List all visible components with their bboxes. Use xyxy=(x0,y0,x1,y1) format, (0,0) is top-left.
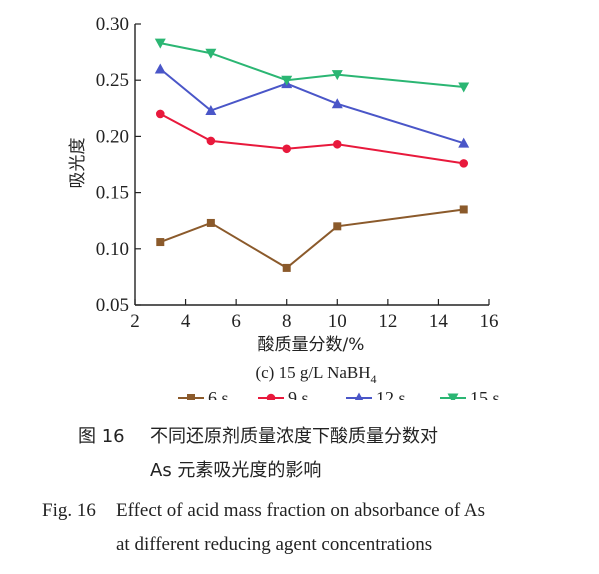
legend-label: 12 s xyxy=(376,388,406,400)
caption-en-line1: Effect of acid mass fraction on absorban… xyxy=(116,500,485,521)
y-tick-label: 0.10 xyxy=(96,239,129,260)
x-tick-label: 16 xyxy=(480,311,499,332)
series-line xyxy=(159,208,464,270)
x-tick-label: 8 xyxy=(282,311,292,332)
data-point xyxy=(458,82,470,93)
legend-swatch-marker xyxy=(447,393,459,400)
data-point xyxy=(205,48,217,59)
data-point xyxy=(282,263,291,272)
x-tick-label: 10 xyxy=(328,311,347,332)
x-tick-label: 2 xyxy=(130,311,140,332)
data-point xyxy=(332,139,342,149)
chart-axes: 0.05 0.10 0.15 0.20 0.25 0.30 2 4 6 8 10 12 14 16 xyxy=(96,14,499,332)
data-point xyxy=(155,109,165,119)
x-tick-label: 4 xyxy=(181,311,191,332)
y-tick-label: 0.05 xyxy=(96,295,129,316)
data-point xyxy=(206,218,215,227)
caption-en-label: Fig. 16 xyxy=(42,500,96,521)
chart-series xyxy=(154,38,470,272)
legend-label: 15 s xyxy=(470,388,500,400)
data-point xyxy=(281,75,293,86)
y-tick-label: 0.20 xyxy=(96,126,129,147)
x-axis-title: 酸质量分数/% xyxy=(258,335,365,355)
caption-cn-line1: 不同还原剂质量浓度下酸质量分数对 xyxy=(150,426,438,447)
legend-swatch-marker xyxy=(354,392,364,400)
data-point xyxy=(154,38,166,49)
data-point xyxy=(206,136,216,146)
x-tick-label: 12 xyxy=(378,311,397,332)
data-point xyxy=(331,70,343,81)
series-4 xyxy=(154,38,470,93)
caption-cn-label: 图 16 xyxy=(78,426,125,447)
chart-legend: 6 s 9 s 12 s 15 s xyxy=(178,388,500,400)
data-point xyxy=(458,137,470,148)
x-tick-label: 14 xyxy=(429,311,449,332)
y-tick-label: 0.15 xyxy=(96,183,129,204)
x-tick-label: 6 xyxy=(231,311,241,332)
chart-subcaption: (c) 15 g/L NaBH4 xyxy=(255,363,376,386)
legend-item: 12 s xyxy=(346,388,406,400)
series-line xyxy=(159,68,465,145)
data-point xyxy=(205,105,217,116)
series-line xyxy=(159,113,464,165)
y-tick-label: 0.25 xyxy=(96,70,129,91)
legend-item: 15 s xyxy=(440,388,500,400)
legend-swatch-marker xyxy=(266,393,276,400)
caption-en-line2: at different reducing agent concentratio… xyxy=(116,534,433,555)
legend-swatch-marker xyxy=(187,394,195,400)
data-point xyxy=(282,144,292,154)
data-point xyxy=(331,98,343,109)
data-point xyxy=(333,222,342,231)
series-line xyxy=(160,42,464,88)
caption-cn-line2: As 元素吸光度的影响 xyxy=(150,460,322,481)
data-point xyxy=(156,238,165,247)
legend-label: 6 s xyxy=(208,388,229,400)
y-tick-label: 0.30 xyxy=(96,14,129,35)
y-axis-title: 吸光度 xyxy=(68,138,88,189)
data-point xyxy=(459,205,468,214)
legend-label: 9 s xyxy=(288,388,309,400)
data-point xyxy=(459,159,469,168)
data-point xyxy=(154,63,166,74)
legend-item: 6 s xyxy=(178,388,229,400)
legend-item: 9 s xyxy=(258,388,309,400)
line-chart: 0.05 0.10 0.15 0.20 0.25 0.30 2 4 6 8 10 12 14 16 吸光度… xyxy=(68,14,500,400)
series-2 xyxy=(155,109,469,168)
series-1 xyxy=(156,205,468,272)
